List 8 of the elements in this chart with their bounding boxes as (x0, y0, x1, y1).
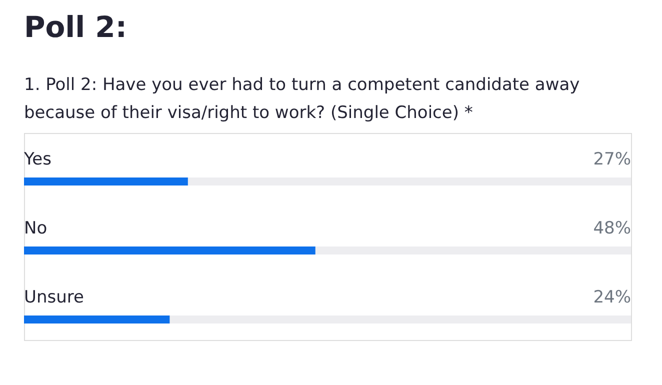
data-label: 48% (593, 218, 631, 238)
y-tick-label: Yes (23, 150, 52, 170)
y-tick-label: Unsure (24, 288, 84, 308)
data-label: 27% (593, 150, 631, 170)
y-tick-label: No (24, 218, 48, 238)
chart-subtitle: 1. Poll 2: Have you ever had to turn a competent candidate away because of their visa/right to work? (Single Choice) * (24, 75, 580, 123)
data-label: 24% (593, 288, 631, 308)
chart-title: Poll 2: (24, 10, 127, 44)
